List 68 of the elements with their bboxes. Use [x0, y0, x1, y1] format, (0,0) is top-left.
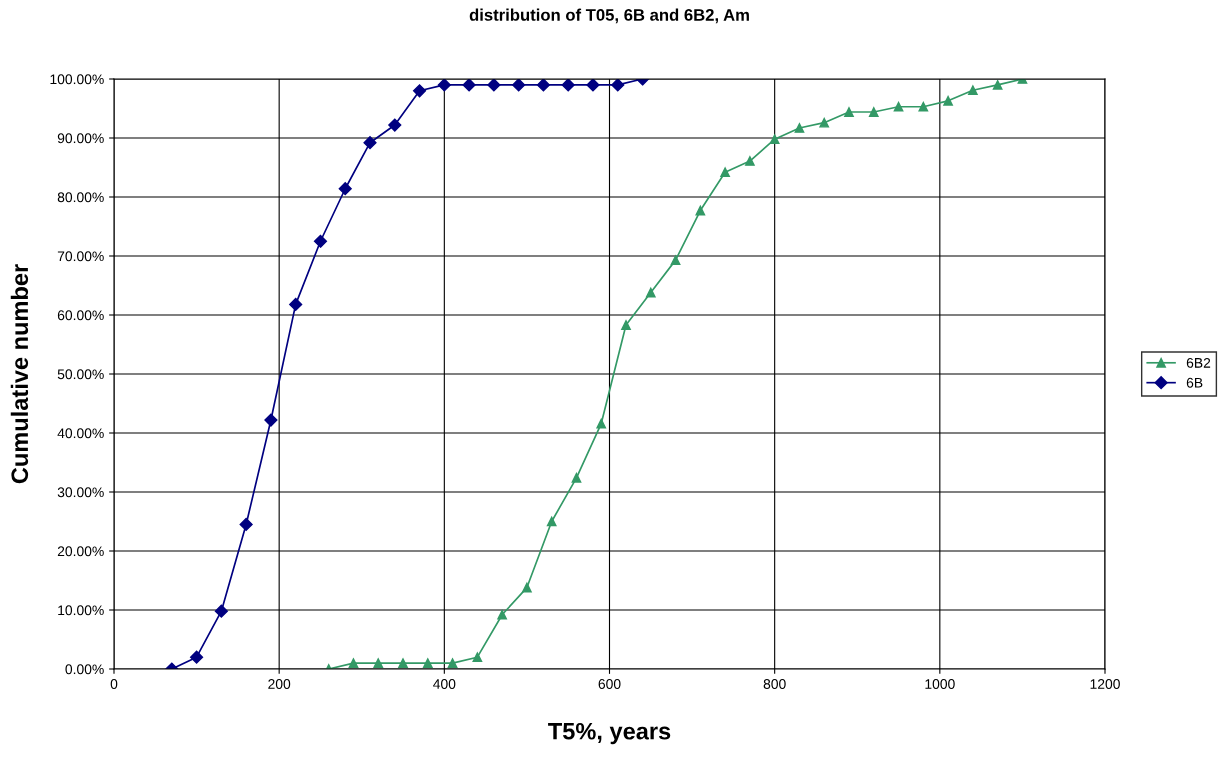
point [348, 658, 359, 668]
point [611, 79, 625, 92]
point [992, 80, 1003, 90]
y-tick-label: 80.00% [57, 192, 104, 203]
x-tick-label: 400 [433, 679, 456, 689]
point [621, 320, 631, 330]
point [189, 650, 204, 664]
point [586, 79, 600, 92]
point [472, 652, 483, 663]
point [497, 609, 508, 620]
y-tick-label: 50.00% [57, 369, 104, 380]
x-tick-label: 800 [763, 679, 786, 689]
point [794, 123, 805, 133]
legend-label: 6B [1186, 377, 1203, 388]
y-tick-label: 70.00% [57, 251, 104, 262]
point [313, 234, 328, 248]
x-tick-label: 200 [268, 679, 291, 689]
point [745, 156, 755, 166]
point [596, 418, 607, 429]
point [363, 136, 377, 150]
chart-title: distribution of T05, 6B and 6B2, Am [469, 8, 749, 24]
y-tick-label: 100.00% [50, 74, 104, 85]
point [462, 79, 476, 92]
point [338, 182, 352, 196]
point [412, 84, 427, 98]
point [373, 658, 384, 668]
point [769, 134, 780, 145]
point [487, 79, 501, 92]
y-tick-label: 40.00% [57, 428, 104, 439]
point [536, 79, 551, 92]
point [868, 107, 879, 117]
y-axis-title: Cumulative number [10, 264, 29, 484]
point [522, 582, 532, 593]
y-tick-label: 60.00% [57, 310, 104, 321]
point [695, 205, 706, 216]
point [670, 255, 681, 265]
y-tick-label: 20.00% [57, 546, 104, 557]
point [447, 658, 458, 668]
point [918, 101, 929, 112]
point [561, 79, 575, 92]
point [819, 117, 830, 128]
point [388, 118, 402, 132]
point [645, 287, 656, 298]
point [437, 79, 451, 92]
point [720, 167, 730, 178]
x-tick-label: 0 [110, 679, 118, 689]
point [264, 413, 278, 427]
legend-label: 6B2 [1186, 357, 1211, 368]
point [968, 85, 978, 96]
point [398, 658, 408, 668]
point [214, 604, 228, 618]
point [943, 95, 953, 106]
point [512, 79, 526, 92]
x-tick-label: 600 [598, 679, 621, 689]
point [844, 107, 854, 117]
x-tick-label: 1000 [925, 679, 955, 689]
y-tick-label: 30.00% [57, 487, 104, 498]
point [546, 516, 557, 527]
point [239, 517, 253, 532]
y-tick-label: 0.00% [65, 664, 104, 675]
point [571, 472, 582, 483]
x-axis-title: T5%, years [548, 722, 671, 745]
point [289, 297, 303, 311]
y-tick-label: 90.00% [57, 133, 104, 144]
point [422, 658, 433, 668]
x-tick-label: 1200 [1090, 679, 1120, 689]
point [893, 101, 904, 112]
y-tick-label: 10.00% [58, 605, 104, 616]
